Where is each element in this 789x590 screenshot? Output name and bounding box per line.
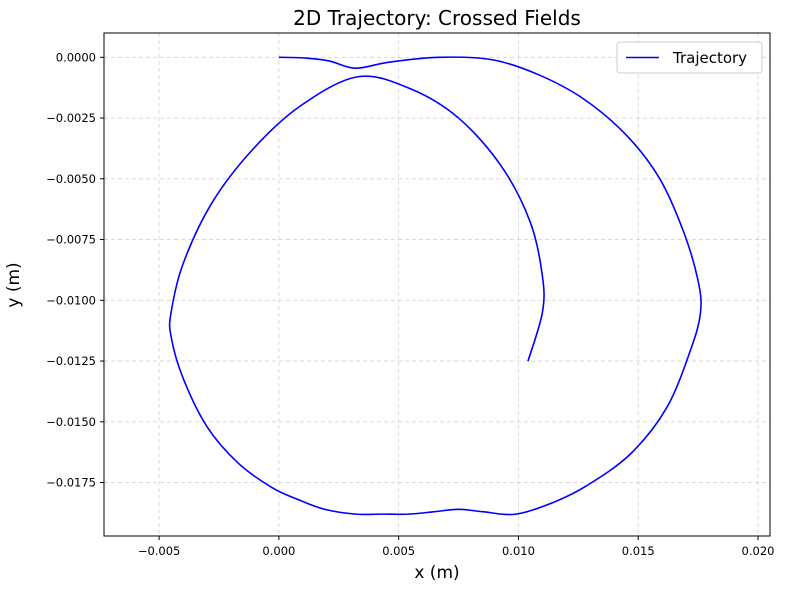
y-tick-label: −0.0100 (46, 293, 96, 307)
legend-label-trajectory: Trajectory (672, 49, 747, 67)
y-axis-label: y (m) (4, 262, 24, 307)
y-tick-label: 0.0000 (56, 50, 96, 64)
y-tick-label: −0.0125 (46, 354, 96, 368)
x-tick-label: 0.020 (742, 544, 775, 558)
x-tick-label: 0.015 (622, 544, 655, 558)
y-tick-label: −0.0075 (46, 233, 96, 247)
x-tick-label: 0.000 (262, 544, 295, 558)
tick-layer: −0.005 0.000 0.005 0.010 0.015 0.020 0.0000 −0.… (46, 50, 774, 558)
x-axis-label: x (m) (414, 563, 459, 583)
x-tick-label: 0.005 (382, 544, 415, 558)
y-tick-label: −0.0025 (46, 111, 96, 125)
legend-box (616, 41, 763, 74)
y-tick-label: −0.0050 (46, 172, 96, 186)
trajectory-line (168, 56, 702, 516)
y-tick-label: −0.0175 (46, 476, 96, 490)
x-tick-label: 0.010 (502, 544, 535, 558)
legend: Trajectory (616, 41, 763, 74)
y-tick-label: −0.0150 (46, 415, 96, 429)
chart-title: 2D Trajectory: Crossed Fields (293, 6, 581, 30)
plot-frame (103, 32, 771, 537)
grid-layer (104, 33, 770, 536)
x-tick-label: −0.005 (138, 544, 181, 558)
series-layer (168, 56, 702, 516)
